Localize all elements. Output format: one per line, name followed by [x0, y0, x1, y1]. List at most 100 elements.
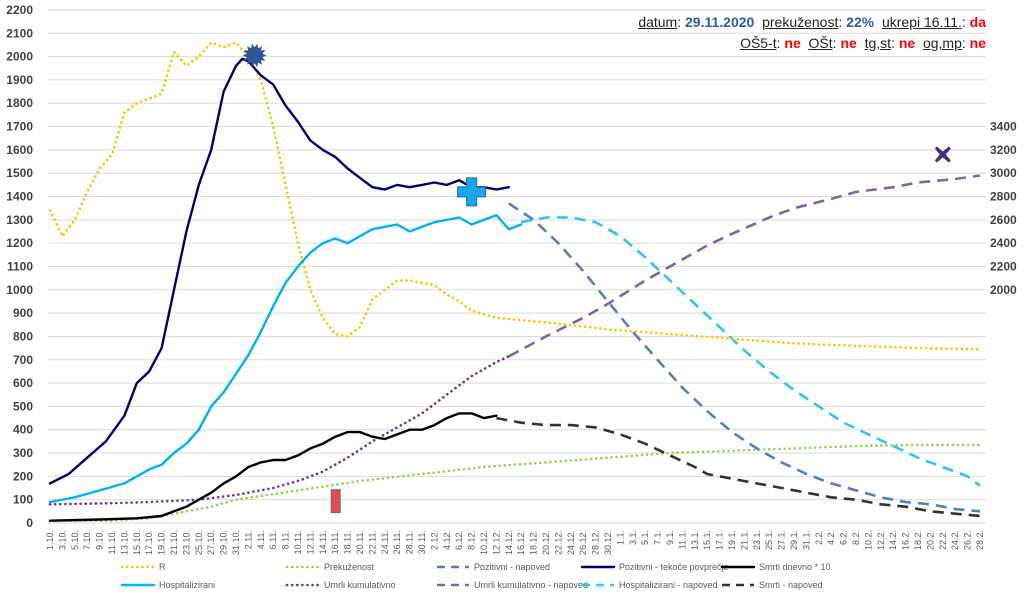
y-tick-label: 300 [13, 446, 33, 460]
legend-swatch [580, 565, 616, 569]
info-value: da [969, 14, 986, 30]
y2-tick-label: 2000 [990, 283, 1017, 297]
x-tick-label: 25.1. [764, 530, 774, 550]
x-tick-label: 24.2. [950, 530, 960, 550]
series-smrti-dnevno-10 [48, 412, 498, 522]
x-tick-label: 1.10. [45, 530, 55, 550]
legend-item: Smrti - napoved [720, 577, 823, 593]
x-tick-label: 28.2. [975, 530, 985, 550]
y-tick-label: 1100 [7, 259, 33, 273]
plus-marker-icon [457, 177, 487, 207]
y-tick-label: 1200 [6, 236, 33, 250]
series-lines [48, 41, 982, 523]
x-tick-label: 29.10. [219, 530, 229, 555]
y-tick-label: 200 [13, 469, 33, 483]
x-tick-label: 12.12. [491, 530, 501, 555]
legend-item: Umrli kumulativno [285, 577, 396, 593]
x-tick-label: 28.12. [591, 530, 601, 555]
x-tick-label: 12.11. [305, 530, 315, 554]
x-tick-label: 26.12. [578, 530, 588, 555]
legend-label: Pozitivni - napoved [474, 562, 551, 572]
legend-label: Hospitalizirani [159, 580, 216, 590]
y2-tick-label: 3000 [990, 166, 1017, 180]
x-tick-label: 20.12. [541, 530, 551, 555]
legend-swatch [582, 583, 614, 587]
x-tick-label: 8.2. [851, 530, 861, 545]
series-umrli-kumulativno-napoved [508, 174, 981, 358]
x-tick-label: 17.1. [715, 530, 725, 550]
info-value: ne [898, 35, 916, 51]
x-tick-label: 3.1. [628, 530, 638, 545]
y-tick-label: 1600 [6, 143, 33, 157]
x-tick-label: 4.2. [826, 530, 836, 545]
y-tick-label: 900 [13, 306, 33, 320]
x-tick-label: 3.10. [57, 530, 67, 550]
y-tick-label: 1500 [6, 166, 33, 180]
y2-tick-label: 2800 [990, 190, 1017, 204]
x-tick-label: 20.11. [355, 530, 365, 554]
y-tick-label: 1400 [6, 190, 33, 204]
x-tick-label: 4.11. [256, 530, 266, 549]
chart-markers [242, 43, 951, 514]
x-tick-label: 19.1. [727, 530, 737, 550]
legend-swatch [120, 583, 156, 587]
y2-tick-label: 3200 [990, 143, 1017, 157]
info-label: og,mp [922, 35, 962, 51]
legend-swatch [120, 565, 156, 569]
x-tick-label: 13.1. [690, 530, 700, 550]
info-value: 22% [846, 14, 875, 30]
y2-tick-label: 2200 [990, 259, 1017, 273]
y-tick-label: 1900 [6, 73, 33, 87]
x-tick-label: 6.11. [268, 530, 278, 549]
x-tick-label: 22.11. [367, 530, 377, 554]
legend-swatch [722, 583, 754, 587]
header-line-1: datum: 29.11.2020 prekuženost: 22% ukrep… [638, 14, 986, 30]
series-prekuženost [48, 443, 982, 523]
legend-row: R Prekuženost Pozitivni - napoved Pozitivni… [120, 559, 920, 575]
series-umrli-kumulativno [48, 354, 511, 506]
x-tick-label: 8.12. [467, 530, 477, 550]
legend-label: R [159, 562, 166, 572]
red-bar-marker-icon [330, 489, 341, 514]
x-tick-label: 2.11. [243, 530, 253, 549]
series-pozitivni-tekoče-povprečje [48, 57, 510, 485]
x-tick-label: 11.10. [107, 530, 117, 554]
x-tick-label: 11.1. [677, 530, 687, 549]
y-tick-label: 1000 [6, 283, 33, 297]
header-line-2: OŠ5-t: ne OŠt: ne tg,st: ne og,mp: ne [740, 35, 986, 51]
info-value: ne [969, 35, 986, 51]
y-axis-left: 0 100 200 300 400 500 600 700 800 900 1000 1100 1200… [6, 3, 33, 530]
y-tick-label: 800 [13, 329, 33, 343]
x-tick-label: 28.11. [405, 530, 415, 554]
x-tick-label: 5.1. [640, 530, 650, 545]
info-label: OŠ5-t [740, 35, 777, 51]
x-tick-label: 18.11. [343, 530, 353, 554]
legend-item: Umrli kumulativno - napoved [435, 577, 588, 593]
info-label: OŠt [808, 35, 833, 51]
y2-tick-label: 2400 [990, 236, 1017, 250]
legend-label: Umrli kumulativno - napoved [474, 580, 589, 590]
series-smrti-napoved [496, 416, 981, 518]
x-tick-label: 10.2. [863, 530, 873, 550]
info-label: tg,st [864, 35, 892, 51]
x-tick-label: 15.10. [132, 530, 142, 555]
x-tick-label: 22.12. [553, 530, 563, 555]
y-tick-label: 100 [13, 493, 33, 507]
legend-label: Hospitalizirani - napoved [619, 580, 718, 590]
x-tick-label: 30.12. [603, 530, 613, 555]
x-tick-label: 27.10. [206, 530, 216, 555]
y2-tick-label: 2600 [990, 213, 1017, 227]
x-tick-label: 9.10. [95, 530, 105, 550]
x-tick-label: 14.11. [318, 530, 328, 554]
x-tick-label: 24.11. [380, 530, 390, 554]
x-tick-label: 24.12. [566, 530, 576, 555]
x-tick-label: 21.10. [169, 530, 179, 555]
x-tick-label: 18.2. [913, 530, 923, 550]
x-tick-label: 31.1. [801, 530, 811, 550]
info-value: 29.11.2020 [685, 14, 755, 30]
info-label: ukrepi 16.11. [881, 14, 962, 30]
x-tick-label: 27.1. [777, 530, 787, 550]
x-tick-label: 21.1. [739, 530, 749, 550]
legend-item: R [120, 559, 166, 575]
legend-swatch [285, 583, 321, 587]
